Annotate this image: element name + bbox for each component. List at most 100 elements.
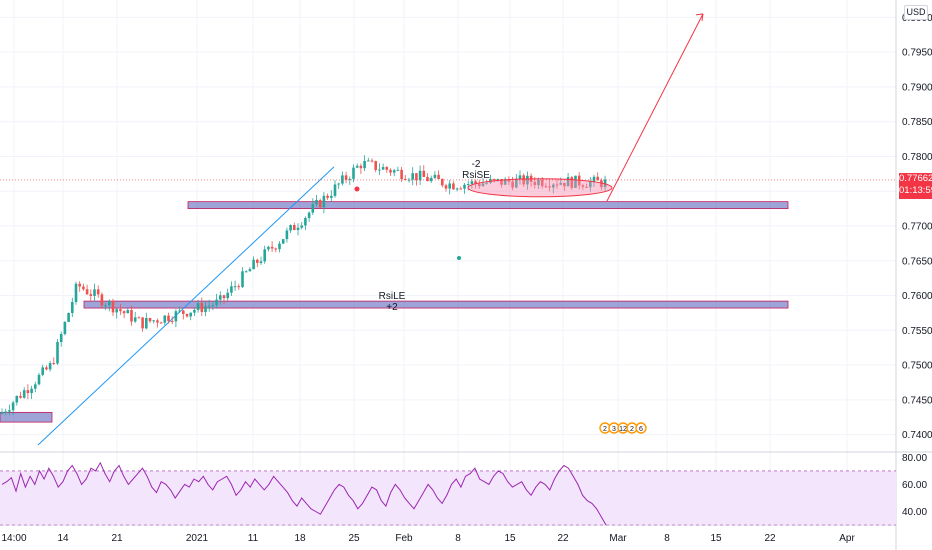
candle-body bbox=[293, 225, 296, 230]
candle-body bbox=[304, 217, 307, 226]
rsi-se-count: -2 bbox=[472, 159, 481, 170]
candle-body bbox=[592, 176, 596, 182]
candle-body bbox=[540, 179, 544, 187]
time-tick: 21 bbox=[111, 533, 123, 544]
candle-body bbox=[189, 312, 192, 317]
candle-body bbox=[145, 318, 148, 329]
candle-body bbox=[466, 184, 470, 186]
candle-body bbox=[315, 200, 318, 205]
sr-zone bbox=[187, 201, 789, 210]
time-tick: 2021 bbox=[186, 533, 209, 544]
candle-body bbox=[200, 303, 204, 312]
time-tick: 25 bbox=[348, 533, 360, 544]
candle-body bbox=[52, 363, 56, 365]
candle-body bbox=[603, 179, 607, 188]
candle-body bbox=[167, 315, 170, 322]
projection-arrowhead bbox=[695, 13, 704, 21]
candle-body bbox=[285, 230, 289, 240]
candle-body bbox=[222, 295, 226, 299]
time-tick: 15 bbox=[504, 533, 516, 544]
rsi-le-count: +2 bbox=[386, 302, 398, 313]
candle-body bbox=[178, 310, 181, 312]
candle-body bbox=[429, 177, 433, 182]
drawing-overlays[interactable] bbox=[0, 13, 896, 202]
candle-body bbox=[182, 310, 185, 314]
event-icon bbox=[635, 422, 647, 434]
candle-body bbox=[37, 374, 41, 385]
candle-body bbox=[481, 183, 485, 187]
candle-body bbox=[474, 181, 477, 184]
candle-body bbox=[485, 182, 488, 184]
candle-body bbox=[415, 173, 418, 181]
candle-body bbox=[137, 317, 141, 319]
time-tick: 14:00 bbox=[1, 533, 26, 544]
rsi-band bbox=[0, 470, 896, 526]
time-tick: Mar bbox=[609, 533, 627, 544]
rsi-tick: 40.00 bbox=[902, 507, 927, 518]
candle-body bbox=[518, 175, 522, 179]
rsi-band-fill bbox=[0, 470, 896, 525]
candle-body bbox=[585, 186, 588, 188]
candle-body bbox=[341, 175, 344, 184]
candle-body bbox=[426, 176, 429, 182]
signal-dot bbox=[457, 256, 461, 260]
candle-body bbox=[492, 179, 496, 181]
candle-body bbox=[355, 165, 359, 168]
candle-body bbox=[566, 177, 570, 187]
candle-body bbox=[503, 179, 507, 185]
candle-body bbox=[378, 169, 381, 171]
candle-body bbox=[537, 179, 540, 186]
candle-body bbox=[496, 178, 500, 180]
candle-body bbox=[59, 334, 63, 342]
candle-body bbox=[170, 321, 174, 323]
candle-body bbox=[34, 384, 37, 389]
candle-body bbox=[359, 165, 363, 169]
rsi-polyline bbox=[1, 461, 607, 526]
candle-body bbox=[241, 271, 244, 288]
candle-body bbox=[41, 367, 44, 375]
bar-countdown: 01:13:59 bbox=[899, 185, 932, 196]
candle-body bbox=[267, 246, 270, 250]
candle-body bbox=[574, 175, 577, 188]
candle-body bbox=[15, 395, 19, 403]
signal-dot bbox=[354, 186, 360, 192]
candle-body bbox=[511, 181, 514, 188]
candle-body bbox=[133, 317, 137, 322]
candle-body bbox=[600, 180, 603, 188]
time-axis[interactable]: 14:00 14 21 2021 11 18 25 Feb 8 15 22 Mar 8 15 22 Apr bbox=[1, 533, 855, 544]
candle-body bbox=[259, 261, 263, 263]
candle-body bbox=[74, 283, 78, 303]
rsi-tick: 80.00 bbox=[902, 453, 927, 464]
candle-body bbox=[463, 184, 466, 189]
candle-body bbox=[126, 310, 130, 314]
candle-body bbox=[300, 225, 303, 228]
support-resistance-zones[interactable] bbox=[0, 201, 789, 423]
candle-body bbox=[422, 170, 426, 177]
candle-body bbox=[196, 303, 200, 310]
candle-body bbox=[108, 301, 111, 306]
candle-body bbox=[444, 185, 448, 189]
price-axis[interactable]: 0.800000.795000.790000.785000.780000.775… bbox=[902, 13, 932, 518]
candle-body bbox=[478, 183, 481, 187]
candle-body bbox=[130, 310, 133, 322]
rsi-se-label: RsiSE bbox=[462, 170, 490, 181]
candle-body bbox=[100, 294, 104, 306]
time-tick: 8 bbox=[455, 533, 461, 544]
candle-body bbox=[333, 184, 337, 196]
candle-body bbox=[322, 195, 326, 208]
sr-zone bbox=[83, 300, 789, 309]
highlight-ellipse bbox=[467, 178, 613, 198]
candle-body bbox=[119, 309, 122, 312]
trendline[interactable] bbox=[37, 166, 335, 446]
candle-body bbox=[448, 183, 451, 189]
currency-label[interactable]: USD bbox=[904, 5, 928, 20]
candle-body bbox=[22, 390, 26, 398]
time-tick: 22 bbox=[764, 533, 776, 544]
candle-body bbox=[381, 167, 385, 170]
